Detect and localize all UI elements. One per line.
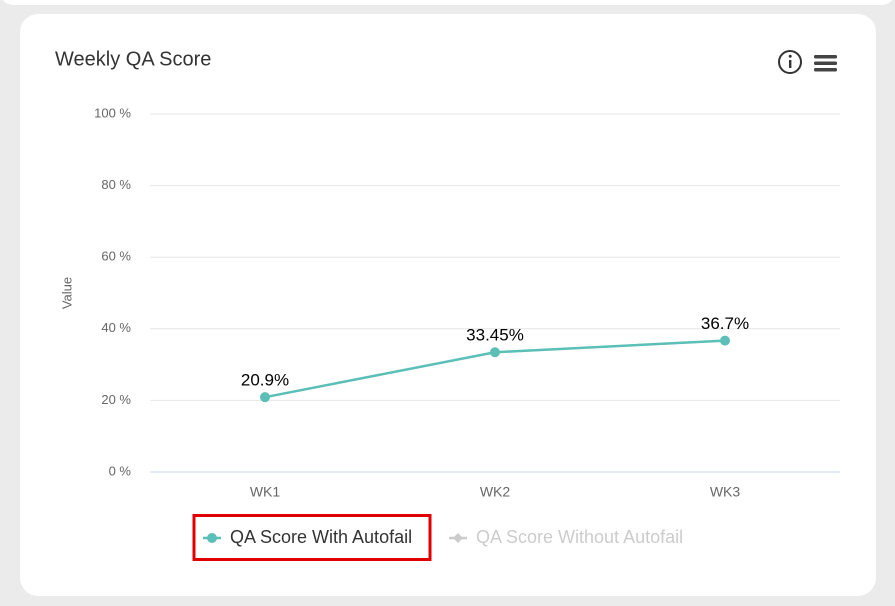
card <box>20 14 876 596</box>
highlight-box <box>192 514 432 561</box>
x-tick-label: WK3 <box>710 484 741 500</box>
data-label: 20.9% <box>241 371 289 390</box>
info-button[interactable] <box>778 50 802 74</box>
x-tick-label: WK2 <box>480 484 511 500</box>
y-axis-label: Value <box>59 277 74 309</box>
y-tick-label: 20 % <box>101 392 131 407</box>
data-label: 33.45% <box>466 326 524 345</box>
data-point <box>260 392 270 403</box>
legend-label[interactable]: QA Score Without Autofail <box>476 527 683 547</box>
legend-marker <box>207 533 217 543</box>
x-tick-label: WK1 <box>250 484 281 500</box>
menu-button[interactable] <box>814 55 837 72</box>
data-point <box>490 347 500 358</box>
data-label: 36.7% <box>701 314 749 333</box>
y-tick-label: 100 % <box>94 105 131 120</box>
y-tick-label: 60 % <box>101 249 131 264</box>
chart-title: Weekly QA Score <box>55 48 211 70</box>
previous-card <box>2 0 893 5</box>
y-tick-label: 40 % <box>101 320 131 335</box>
y-tick-label: 80 % <box>101 177 131 192</box>
legend-label[interactable]: QA Score With Autofail <box>230 527 412 547</box>
data-point <box>720 335 730 346</box>
y-tick-label: 0 % <box>109 463 132 478</box>
legend-marker <box>453 533 463 543</box>
